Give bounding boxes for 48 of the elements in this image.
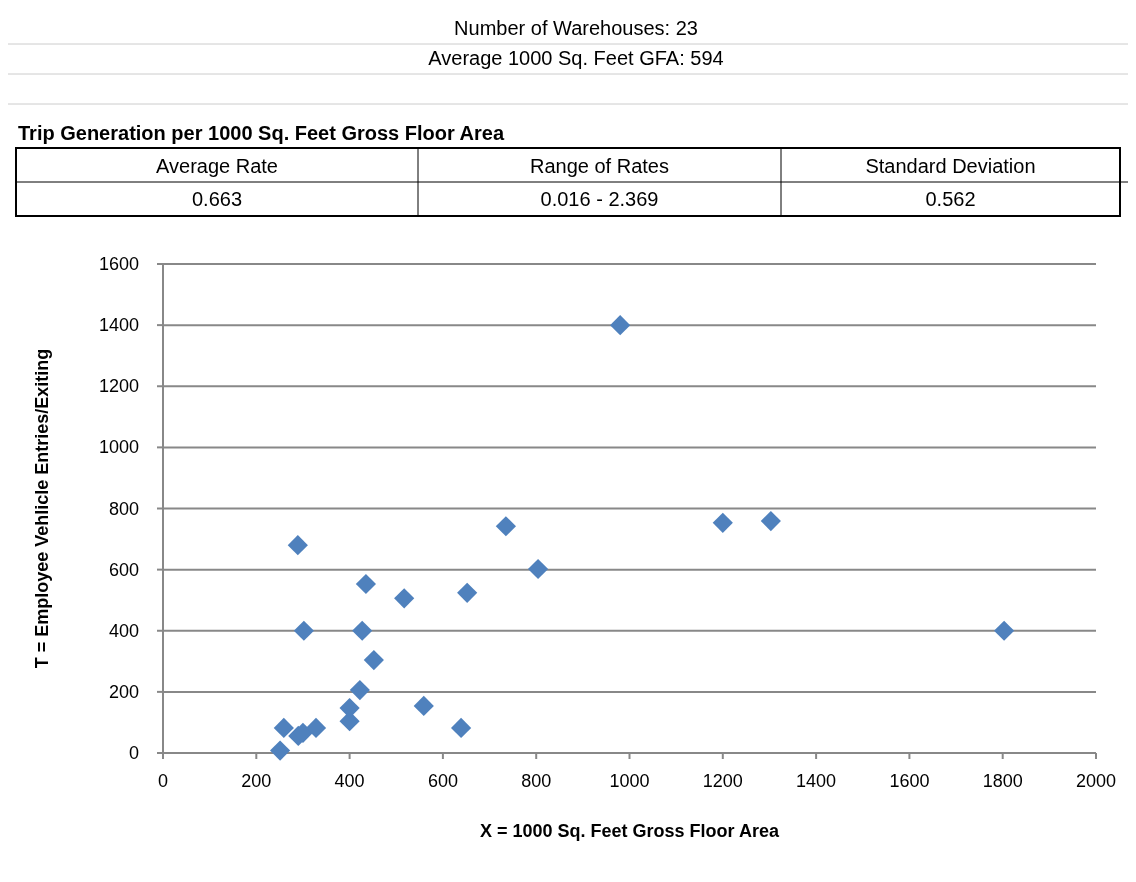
y-tick-label: 400 — [108, 620, 139, 641]
text: Range of Rates — [530, 155, 669, 177]
y-tick-label: 600 — [108, 559, 139, 580]
y-axis-title: T = Employee Vehlicle Entries/Exiting — [32, 348, 52, 669]
point — [457, 582, 478, 603]
text: Standard Deviation — [865, 155, 1036, 177]
point — [994, 620, 1015, 641]
point — [610, 315, 631, 336]
x-tick-label: 0 — [157, 771, 169, 791]
point — [760, 510, 781, 532]
point — [273, 717, 294, 739]
x-tick-label: 1400 — [796, 771, 837, 791]
text: Average Rate — [156, 155, 278, 177]
y-tick-label: 0 — [128, 743, 139, 763]
x-tick-label: 400 — [334, 771, 365, 791]
x-tick-label: 1000 — [609, 771, 650, 791]
x-axis-title: X = 1000 Sq. Feet Gross Floor Area — [480, 821, 780, 841]
y-tick-label: 1000 — [98, 437, 139, 458]
point — [349, 679, 370, 701]
y-tick-label: 1600 — [98, 254, 139, 274]
y-tick-label: 1400 — [98, 315, 139, 336]
y-tick-label: 1200 — [98, 376, 139, 397]
text: 0.663 — [191, 188, 243, 210]
point — [451, 717, 472, 739]
point — [287, 535, 308, 556]
x-tick-label: 600 — [427, 771, 458, 791]
y-tick-label: 200 — [108, 681, 139, 702]
point — [527, 558, 549, 580]
point — [293, 620, 314, 641]
x-tick-label: 200 — [241, 771, 272, 791]
x-tick-label: 1600 — [889, 771, 930, 791]
x-tick-label: 1800 — [982, 771, 1023, 791]
point — [363, 649, 384, 671]
point — [712, 512, 733, 533]
text: 0.562 — [925, 188, 976, 210]
point — [413, 695, 434, 717]
x-tick-label: 1200 — [702, 771, 743, 791]
point — [495, 516, 516, 537]
text: 0.016 - 2.369 — [540, 188, 659, 210]
chart-title: Trip Generation per 1000 Sq. Feet Gross Floor Area — [18, 122, 505, 144]
point — [352, 620, 373, 641]
point — [269, 740, 291, 761]
point — [394, 588, 415, 609]
x-tick-label: 2000 — [1075, 771, 1117, 791]
x-tick-label: 800 — [521, 771, 552, 791]
point — [305, 717, 327, 739]
y-tick-label: 800 — [108, 498, 139, 519]
point — [355, 573, 377, 595]
